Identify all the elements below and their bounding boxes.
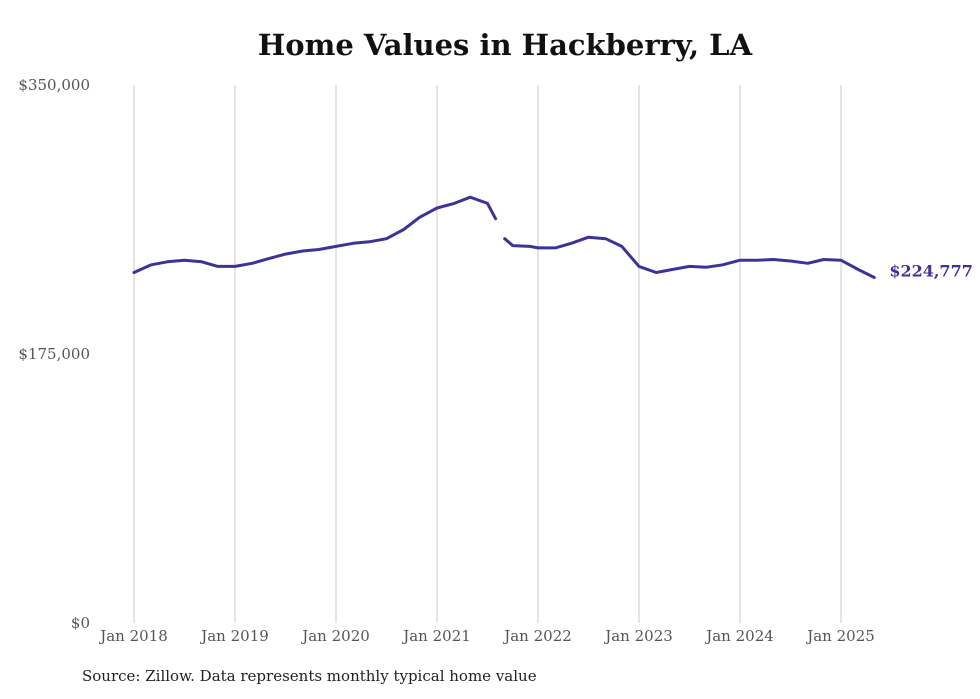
y-tick-label: $350,000 — [18, 76, 90, 94]
gridlines — [133, 85, 842, 623]
y-axis-ticks: $0 $175,000 $350,000 — [18, 76, 90, 632]
series-lines — [132, 195, 876, 279]
y-tick-label: $0 — [71, 614, 90, 632]
x-tick-label: Jan 2022 — [502, 627, 572, 645]
source-note: Source: Zillow. Data represents monthly … — [82, 667, 537, 685]
x-tick-label: Jan 2021 — [401, 627, 471, 645]
end-value-label: $224,777 — [889, 261, 973, 280]
y-tick-label: $175,000 — [18, 345, 90, 363]
series-line-segment — [503, 235, 876, 279]
series-line-segment — [132, 195, 498, 274]
x-tick-label: Jan 2019 — [199, 627, 269, 645]
x-tick-label: Jan 2023 — [603, 627, 673, 645]
x-tick-label: Jan 2024 — [704, 627, 774, 645]
x-tick-label: Jan 2020 — [300, 627, 370, 645]
x-tick-label: Jan 2018 — [98, 627, 168, 645]
x-axis-ticks: Jan 2018 Jan 2019 Jan 2020 Jan 2021 Jan 2022… — [98, 627, 875, 645]
chart-title: Home Values in Hackberry, LA — [257, 28, 753, 62]
x-tick-label: Jan 2025 — [805, 627, 875, 645]
